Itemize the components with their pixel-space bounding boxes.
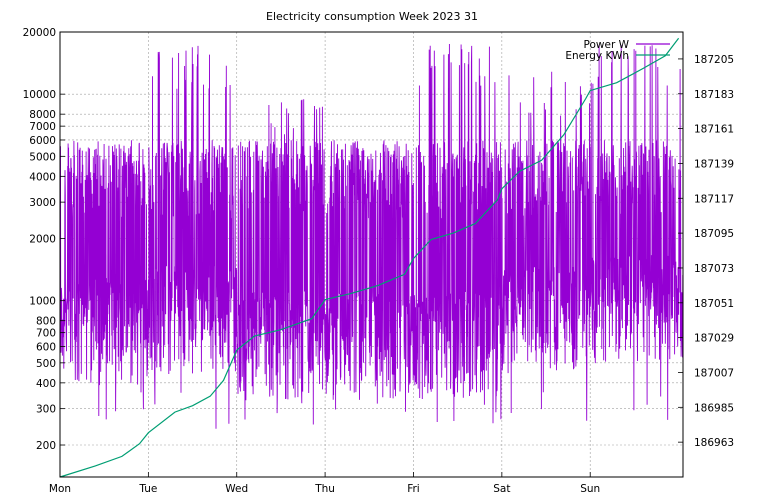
- y-tick-label: 700: [36, 328, 56, 340]
- y-tick-label: 5000: [29, 151, 56, 163]
- x-tick-label: Thu: [314, 483, 335, 495]
- power-series: [59, 43, 684, 429]
- y-tick-label: 600: [36, 341, 56, 353]
- energy-line: [59, 37, 680, 478]
- y-tick-label: 500: [36, 358, 56, 370]
- y-tick-label: 6000: [29, 135, 56, 147]
- y-tick-label: 3000: [29, 197, 56, 209]
- legend-label: Energy KWh: [565, 50, 629, 62]
- y-tick-label: 800: [36, 316, 56, 328]
- y2-tick-label: 187051: [694, 298, 734, 310]
- energy-series: [59, 37, 680, 478]
- x-tick-label: Tue: [138, 483, 157, 495]
- y2-tick-label: 187205: [694, 54, 734, 66]
- x-tick-label: Sun: [580, 483, 600, 495]
- y-tick-label: 200: [36, 440, 56, 452]
- y2-tick-label: 187183: [694, 89, 734, 101]
- y2-tick-label: 187117: [694, 193, 734, 205]
- y2-tick-label: 186963: [694, 437, 734, 449]
- x-tick-label: Sat: [493, 483, 510, 495]
- plot-frame: [59, 31, 684, 478]
- y-tick-label: 10000: [23, 89, 56, 101]
- y-tick-label: 20000: [23, 27, 56, 39]
- y2-tick-label: 187029: [694, 333, 734, 345]
- x-tick-label: Mon: [49, 483, 71, 495]
- x-tick-label: Fri: [407, 483, 420, 495]
- y2-tick-label: 187007: [694, 367, 734, 379]
- y-tick-label: 1000: [29, 296, 56, 308]
- y2-tick-label: 187073: [694, 263, 734, 275]
- y-tick-label: 4000: [29, 171, 56, 183]
- y-tick-label: 7000: [29, 121, 56, 133]
- chart-title: Electricity consumption Week 2023 31: [266, 10, 478, 23]
- y-tick-label: 8000: [29, 109, 56, 121]
- y-tick-label: 2000: [29, 234, 56, 246]
- y-tick-label: 400: [36, 378, 56, 390]
- y2-tick-label: 187095: [694, 228, 734, 240]
- y2-tick-label: 187161: [694, 124, 734, 136]
- y-tick-label: 300: [36, 404, 56, 416]
- power-line: [59, 43, 684, 429]
- x-tick-label: Wed: [225, 483, 248, 495]
- legend-label: Power W: [584, 39, 630, 51]
- y2-tick-label: 187139: [694, 158, 734, 170]
- y2-tick-label: 186985: [694, 402, 734, 414]
